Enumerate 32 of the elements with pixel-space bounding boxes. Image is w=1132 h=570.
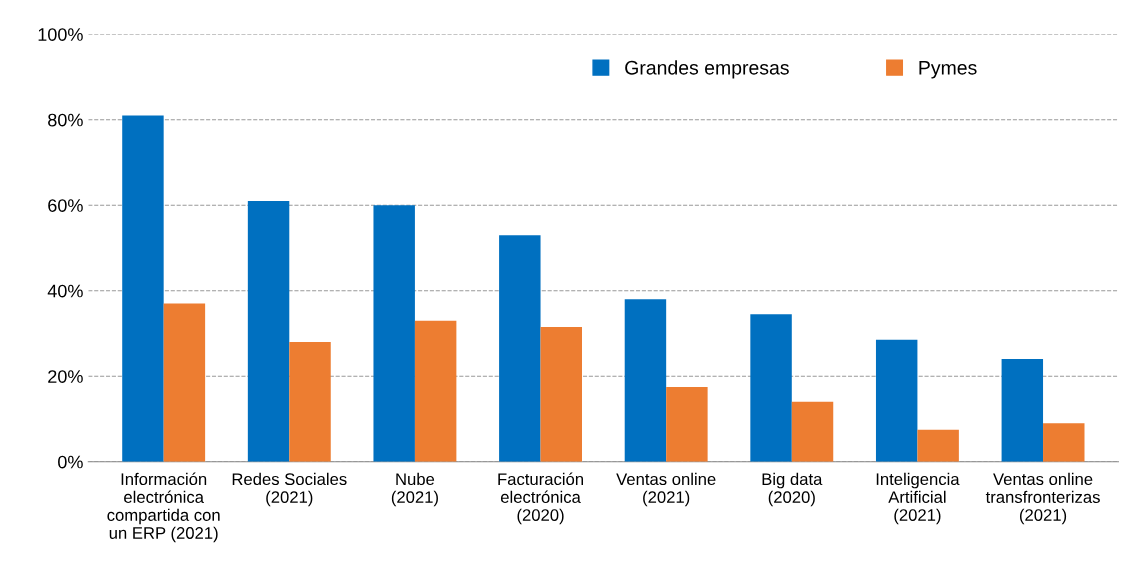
bar <box>875 339 918 462</box>
bar <box>917 429 959 462</box>
x-tick-label: Ventas online transfronterizas (2021) <box>985 472 1100 525</box>
y-tick-label: 0% <box>58 455 83 469</box>
legend-label: Grandes empresas <box>625 60 789 79</box>
bar <box>499 235 541 462</box>
x-tick-label: Ventas online (2021) <box>616 472 716 507</box>
x-tick-label: Nube (2021) <box>391 472 438 507</box>
bar <box>1001 359 1044 462</box>
x-tick-label: Big data (2020) <box>762 472 823 507</box>
x-tick-label: Información electrónica compartida con un ERP (2021) <box>107 472 220 543</box>
bar <box>122 115 164 462</box>
bar <box>163 303 206 462</box>
bar <box>373 205 415 462</box>
bar <box>624 299 667 462</box>
y-tick-label: 40% <box>47 284 83 298</box>
legend-label: Pymes <box>919 61 977 79</box>
bar <box>247 200 290 462</box>
y-tick-label: 80% <box>48 113 83 127</box>
x-tick-label: Facturación electrónica (2020) <box>498 472 583 525</box>
bar <box>666 386 708 462</box>
bar <box>750 314 792 462</box>
x-tick-label: Redes Sociales (2021) <box>232 472 347 507</box>
y-tick-label: 60% <box>48 199 83 212</box>
bar <box>414 320 457 462</box>
y-tick-label: 20% <box>48 370 83 383</box>
bar <box>1043 423 1085 462</box>
y-tick-label: 100% <box>38 28 83 41</box>
bar <box>791 401 834 462</box>
bar <box>289 342 331 462</box>
bar <box>540 327 582 462</box>
x-tick-label: Inteligencia Artificial (2021) <box>876 472 960 525</box>
